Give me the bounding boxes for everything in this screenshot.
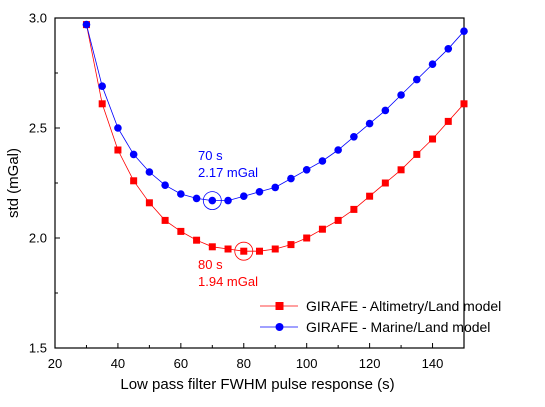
marine-data-point	[114, 124, 122, 132]
altimetry-data-point	[429, 135, 437, 143]
marine-data-point	[271, 183, 280, 192]
altimetry-data-point	[350, 205, 358, 213]
legend-square-marker	[275, 302, 284, 310]
altimetry-data-point	[224, 245, 232, 253]
altimetry-data-point	[334, 216, 342, 224]
minimum-annotation-text: 70 s	[198, 148, 223, 163]
marine-data-point	[192, 194, 201, 203]
altimetry-data-point	[318, 225, 326, 233]
x-tick-label: 20	[48, 356, 62, 371]
altimetry-data-point	[240, 247, 248, 255]
marine-data-point	[145, 168, 154, 176]
y-tick-label: 1.5	[29, 341, 47, 356]
x-tick-label: 80	[237, 356, 251, 371]
series-markers	[82, 20, 468, 255]
minimum-annotation-text: 80 s	[198, 257, 223, 272]
axes-labels: Low pass filter FWHM pulse response (s) s…	[5, 148, 395, 393]
legend-circle-marker	[275, 323, 284, 331]
altimetry-data-point	[177, 227, 185, 235]
x-tick-label: 40	[111, 356, 125, 371]
x-axis-label: Low pass filter FWHM pulse response (s)	[120, 376, 394, 393]
marine-data-point	[381, 106, 390, 115]
marine-data-point	[350, 133, 358, 141]
x-tick-label: 140	[422, 356, 444, 371]
marine-data-point	[444, 45, 453, 53]
legend: GIRAFE - Altimetry/Land model GIRAFE - Ma…	[260, 298, 501, 335]
altimetry-data-point	[287, 241, 295, 249]
marine-data-point	[287, 174, 295, 183]
marine-data-point	[129, 150, 138, 159]
marine-data-point	[302, 166, 311, 174]
marine-data-point	[365, 119, 374, 128]
y-axis-label: std (mGal)	[5, 148, 22, 218]
altimetry-data-point	[193, 236, 201, 244]
marine-data-point	[82, 20, 91, 29]
marine-data-point	[413, 75, 421, 84]
axes-ticks: 20 40 60 80 100 120 140 1.5 2.0 2.5 3.0	[29, 11, 443, 372]
y-tick-label: 2.5	[29, 121, 47, 136]
annotations: 70 s 2.17 mGal 80 s 1.94 mGal	[198, 148, 258, 289]
minimum-annotation-text: 2.17 mGal	[198, 165, 258, 180]
y-tick-label: 3.0	[29, 11, 47, 26]
marine-data-point	[224, 196, 232, 205]
marine-data-point	[98, 82, 106, 90]
altimetry-data-point	[161, 216, 169, 224]
legend-entry-label: GIRAFE - Marine/Land model	[306, 319, 490, 335]
altimetry-data-point	[444, 117, 452, 125]
marine-data-point	[318, 157, 327, 165]
altimetry-data-point	[460, 100, 468, 108]
marine-data-point	[208, 196, 217, 205]
marine-data-point	[397, 91, 405, 99]
marine-data-point	[177, 190, 185, 198]
marine-data-point	[428, 60, 437, 68]
x-tick-label: 60	[174, 356, 188, 371]
altimetry-data-point	[271, 245, 279, 253]
marine-data-point	[334, 146, 342, 154]
altimetry-data-point	[114, 146, 122, 154]
altimetry-data-point	[208, 243, 216, 251]
altimetry-data-point	[397, 166, 405, 174]
marine-data-point	[255, 188, 264, 196]
altimetry-data-point	[130, 177, 138, 185]
altimetry-data-point	[366, 192, 374, 200]
minimum-highlight-ring	[202, 191, 222, 211]
y-tick-label: 2.0	[29, 231, 47, 246]
minimum-highlight-ring	[234, 241, 254, 261]
legend-entry-label: GIRAFE - Altimetry/Land model	[306, 298, 501, 314]
marine-data-point	[239, 192, 248, 200]
series-line	[86, 24, 465, 252]
series-line	[86, 24, 465, 201]
minimum-annotation-text: 1.94 mGal	[198, 274, 258, 289]
altimetry-data-point	[303, 234, 311, 242]
x-tick-label: 100	[296, 356, 318, 371]
marine-data-point	[161, 181, 169, 189]
altimetry-data-point	[413, 150, 421, 158]
altimetry-data-point	[256, 247, 263, 255]
altimetry-data-point	[145, 199, 153, 207]
x-tick-label: 120	[359, 356, 381, 371]
altimetry-data-point	[381, 179, 389, 187]
marine-data-point	[460, 27, 468, 35]
series-lines	[86, 24, 465, 252]
altimetry-data-point	[98, 100, 106, 108]
